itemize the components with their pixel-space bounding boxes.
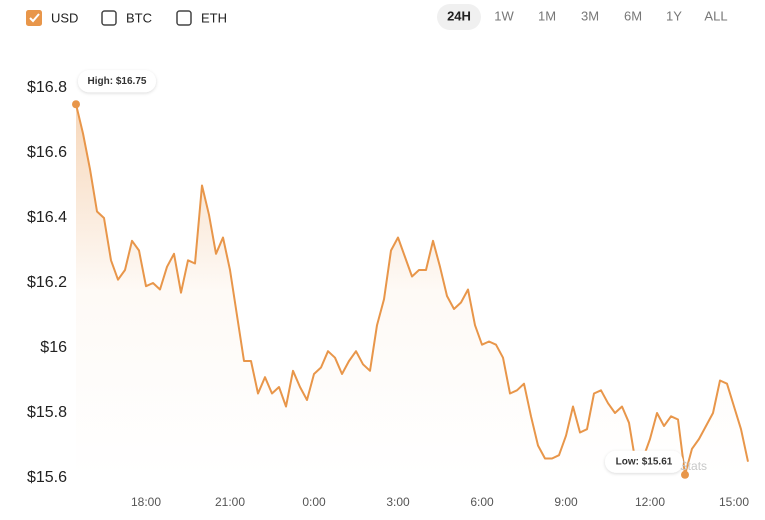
annotation-label: Low: $15.61 <box>616 456 673 467</box>
annotation-box <box>78 70 156 93</box>
x-tick-label: 12:00 <box>635 495 665 509</box>
annotation-marker <box>681 470 689 479</box>
checkbox[interactable] <box>101 10 117 26</box>
annotation-marker <box>72 100 80 109</box>
x-tick-label: 21:00 <box>215 495 245 509</box>
range-button[interactable]: 24H <box>447 8 471 23</box>
x-tick-label: 18:00 <box>131 495 161 509</box>
checkbox[interactable] <box>26 10 42 26</box>
range-button[interactable]: ALL <box>704 8 727 23</box>
x-tick-label: 3:00 <box>386 495 410 509</box>
area-fill <box>76 104 748 479</box>
checkbox-label[interactable]: BTC <box>126 10 152 25</box>
y-tick-label: $16.8 <box>27 79 67 96</box>
y-tick-label: $15.6 <box>27 469 67 486</box>
checkbox[interactable] <box>176 10 192 26</box>
x-tick-label: 15:00 <box>719 495 749 509</box>
y-tick-label: $16.4 <box>27 209 67 226</box>
x-tick-label: 9:00 <box>554 495 578 509</box>
checkbox-label[interactable]: ETH <box>201 10 227 25</box>
checkmark <box>29 13 40 23</box>
range-selected-bg <box>437 4 481 30</box>
y-tick-label: $16.6 <box>27 144 67 161</box>
annotation-label: High: $16.75 <box>88 76 147 87</box>
checkbox-label[interactable]: USD <box>51 10 78 25</box>
range-button[interactable]: 3M <box>581 8 599 23</box>
range-button[interactable]: 6M <box>624 8 642 23</box>
annotation-box <box>605 450 683 473</box>
range-button[interactable]: 1Y <box>666 8 682 23</box>
y-tick-label: $16.2 <box>27 274 67 291</box>
range-button[interactable]: 1W <box>494 8 514 23</box>
y-tick-label: $15.8 <box>27 404 67 421</box>
x-tick-label: 0:00 <box>302 495 326 509</box>
x-tick-label: 6:00 <box>470 495 494 509</box>
range-button[interactable]: 1M <box>538 8 556 23</box>
y-tick-label: $16 <box>40 339 67 356</box>
